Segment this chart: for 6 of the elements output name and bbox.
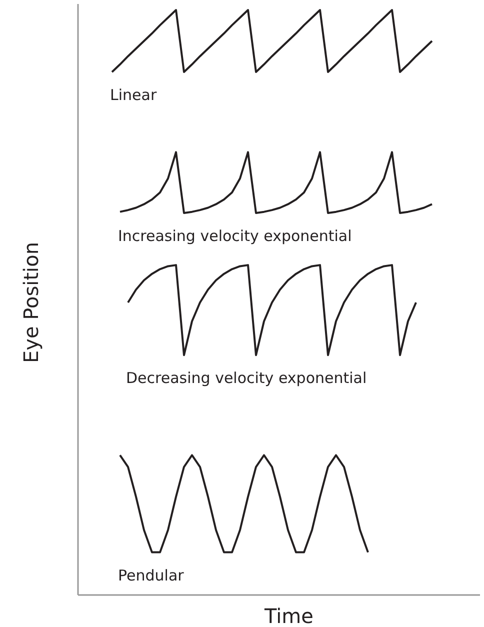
series-label: Increasing velocity exponential — [118, 226, 352, 245]
series-label: Linear — [110, 86, 158, 104]
x-axis-title: Time — [264, 604, 314, 627]
series-label: Decreasing velocity exponential — [126, 369, 367, 388]
series-label: Pendular — [118, 566, 185, 584]
y-axis-title: Eye Position — [19, 242, 43, 364]
